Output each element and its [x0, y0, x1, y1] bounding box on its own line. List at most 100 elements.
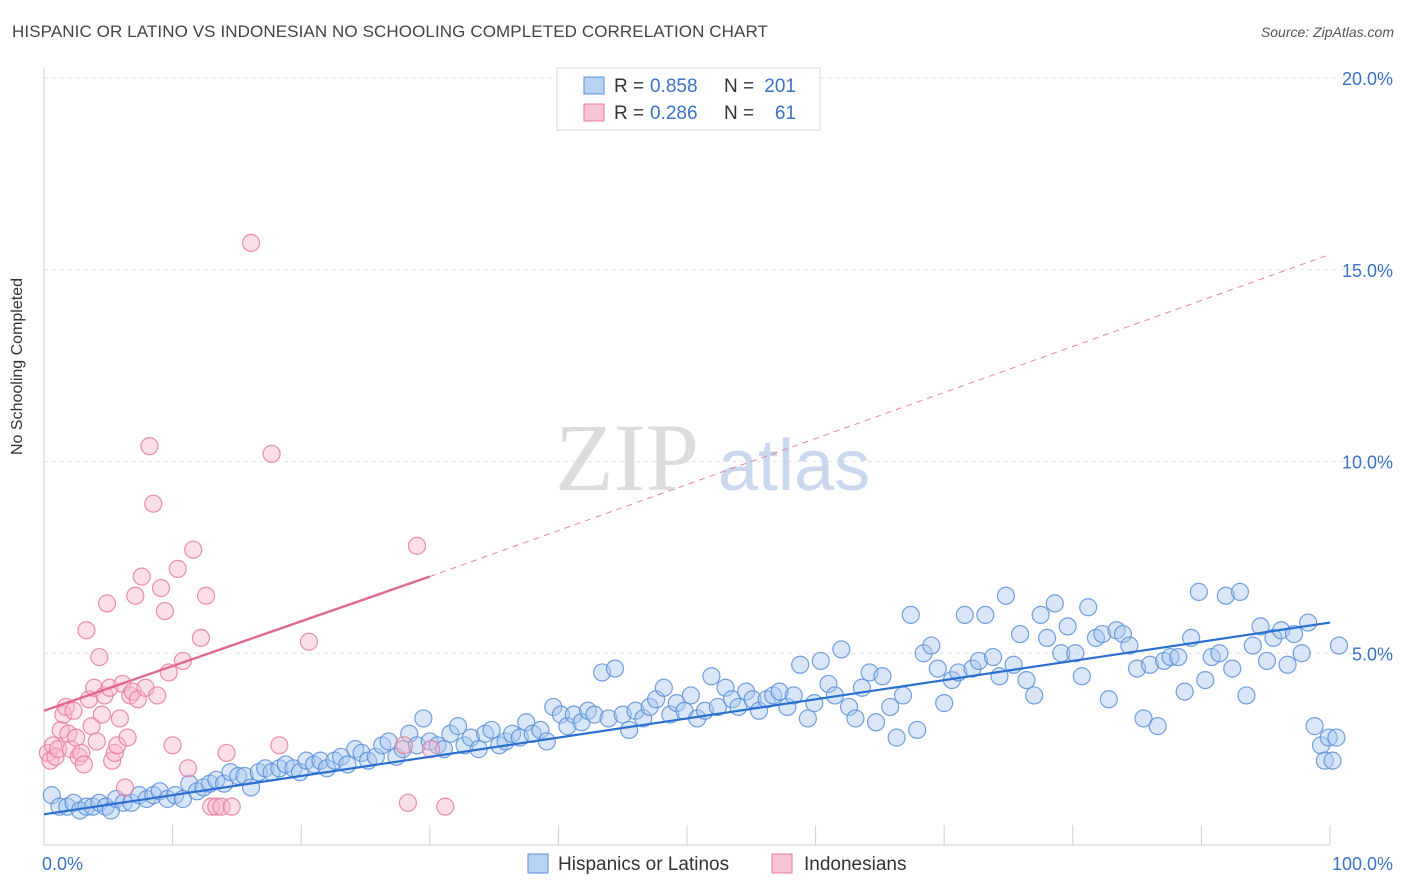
hispanics-point-180: [1278, 655, 1297, 674]
indonesians-point-15: [77, 621, 96, 640]
legend-bottom-label-indonesians: Indonesians: [804, 854, 906, 875]
hispanics-point-145: [1037, 628, 1057, 648]
legend-swatch-blue: [583, 76, 605, 95]
hispanics-point-144: [1031, 605, 1050, 625]
hispanics-point-177: [1257, 651, 1277, 671]
indonesians-point-53: [212, 797, 231, 816]
indonesians-point-57: [262, 444, 281, 463]
y-tick-label-3: 20.0%: [1342, 69, 1393, 89]
hispanics-point-74: [551, 705, 571, 724]
gridlines: [44, 77, 1394, 654]
legend-bottom-label-hispanics: Hispanics or Latinos: [558, 854, 729, 875]
indonesians-point-39: [144, 494, 163, 513]
hispanics-point-181: [1284, 624, 1304, 644]
hispanics-point-58: [441, 724, 460, 743]
indonesians-point-23: [97, 594, 117, 613]
hispanics-point-130: [935, 694, 954, 713]
y-tick-label-2: 15.0%: [1342, 261, 1393, 281]
y-tick-labels: 5.0% 10.0% 15.0% 20.0%: [1342, 69, 1393, 664]
hispanics-point-108: [784, 686, 803, 705]
hispanics-point-137: [983, 647, 1003, 667]
hispanics-point-85: [626, 701, 645, 720]
hispanics-point-129: [928, 659, 947, 678]
hispanics-point-178: [1264, 628, 1283, 648]
hispanics-point-73: [544, 697, 563, 717]
legend-n-value-2: 61: [775, 103, 796, 124]
indonesians-point-59: [299, 632, 319, 651]
x-tick-label-0: 0.0%: [42, 854, 83, 874]
hispanics-point-97: [708, 697, 727, 717]
hispanics-point-168: [1196, 670, 1215, 690]
legend-r-label-1: R =: [614, 76, 644, 97]
series-hispanics-points: [42, 582, 1349, 820]
hispanics-point-165: [1175, 682, 1194, 701]
indonesians-point-64: [398, 793, 418, 812]
hispanics-point-183: [1299, 613, 1318, 632]
hispanics-point-79: [585, 705, 604, 724]
trend-line-indonesians-extension: [429, 253, 1331, 578]
indonesians-point-42: [155, 601, 174, 621]
hispanics-point-127: [914, 644, 933, 663]
indonesians-point-13: [72, 743, 91, 763]
legend-r-value-2: 0.286: [650, 103, 698, 124]
hispanics-point-170: [1210, 644, 1229, 663]
indonesians-point-56: [241, 233, 261, 253]
hispanics-point-164: [1169, 647, 1188, 667]
legend-r-value-1: 0.858: [650, 76, 698, 97]
legend-n-label-1: N =: [724, 76, 754, 97]
hispanics-point-54: [414, 709, 433, 728]
hispanics-point-117: [846, 709, 865, 728]
hispanics-point-86: [634, 709, 653, 728]
indonesians-point-63: [394, 736, 414, 755]
hispanics-point-159: [1134, 709, 1153, 728]
hispanics-point-173: [1230, 582, 1250, 601]
indonesians-point-55: [222, 797, 241, 816]
hispanics-point-75: [558, 717, 577, 736]
hispanics-point-76: [564, 705, 583, 724]
legend-bottom-swatch-blue: [527, 853, 549, 874]
hispanics-point-175: [1243, 636, 1262, 655]
hispanics-point-133: [955, 605, 974, 625]
indonesians-point-30: [115, 778, 135, 797]
indonesians-point-51: [202, 797, 221, 816]
x-tick-label-1: 100.0%: [1332, 854, 1393, 874]
hispanics-point-142: [1017, 670, 1036, 690]
y-tick-label-0: 5.0%: [1352, 644, 1393, 664]
hispanics-point-122: [881, 697, 900, 717]
hispanics-point-187: [1319, 728, 1338, 747]
hispanics-point-124: [893, 686, 913, 705]
indonesians-point-54: [217, 743, 236, 763]
hispanics-point-126: [908, 720, 927, 740]
indonesians-point-36: [132, 567, 151, 586]
hispanics-point-135: [969, 651, 989, 671]
hispanics-point-96: [702, 667, 721, 686]
hispanics-point-110: [798, 709, 817, 728]
source-label: Source: ZipAtlas.com: [1260, 24, 1394, 40]
hispanics-point-59: [448, 717, 468, 736]
indonesians-point-58: [270, 736, 289, 755]
hispanics-point-154: [1099, 690, 1118, 709]
hispanics-point-185: [1311, 736, 1331, 755]
indonesians-point-41: [151, 578, 171, 598]
indonesians-point-48: [184, 540, 203, 559]
hispanics-point-186: [1315, 751, 1334, 770]
hispanics-point-109: [791, 655, 810, 674]
hispanics-point-120: [866, 713, 886, 732]
hispanics-point-82: [605, 659, 625, 678]
hispanics-point-163: [1161, 647, 1180, 667]
hispanics-point-116: [839, 697, 859, 717]
indonesians-point-28: [110, 709, 129, 728]
hispanics-point-98: [716, 678, 735, 697]
hispanics-point-148: [1058, 617, 1077, 636]
hispanics-point-84: [620, 720, 639, 740]
hispanics-point-89: [654, 678, 673, 697]
hispanics-point-150: [1072, 667, 1091, 686]
indonesians-point-40: [148, 686, 167, 705]
watermark-zip: ZIP: [555, 404, 699, 511]
hispanics-point-139: [996, 586, 1016, 605]
indonesians-point-9: [61, 740, 81, 759]
hispanics-point-167: [1189, 582, 1208, 601]
hispanics-point-171: [1216, 586, 1235, 605]
hispanics-point-174: [1237, 686, 1256, 705]
